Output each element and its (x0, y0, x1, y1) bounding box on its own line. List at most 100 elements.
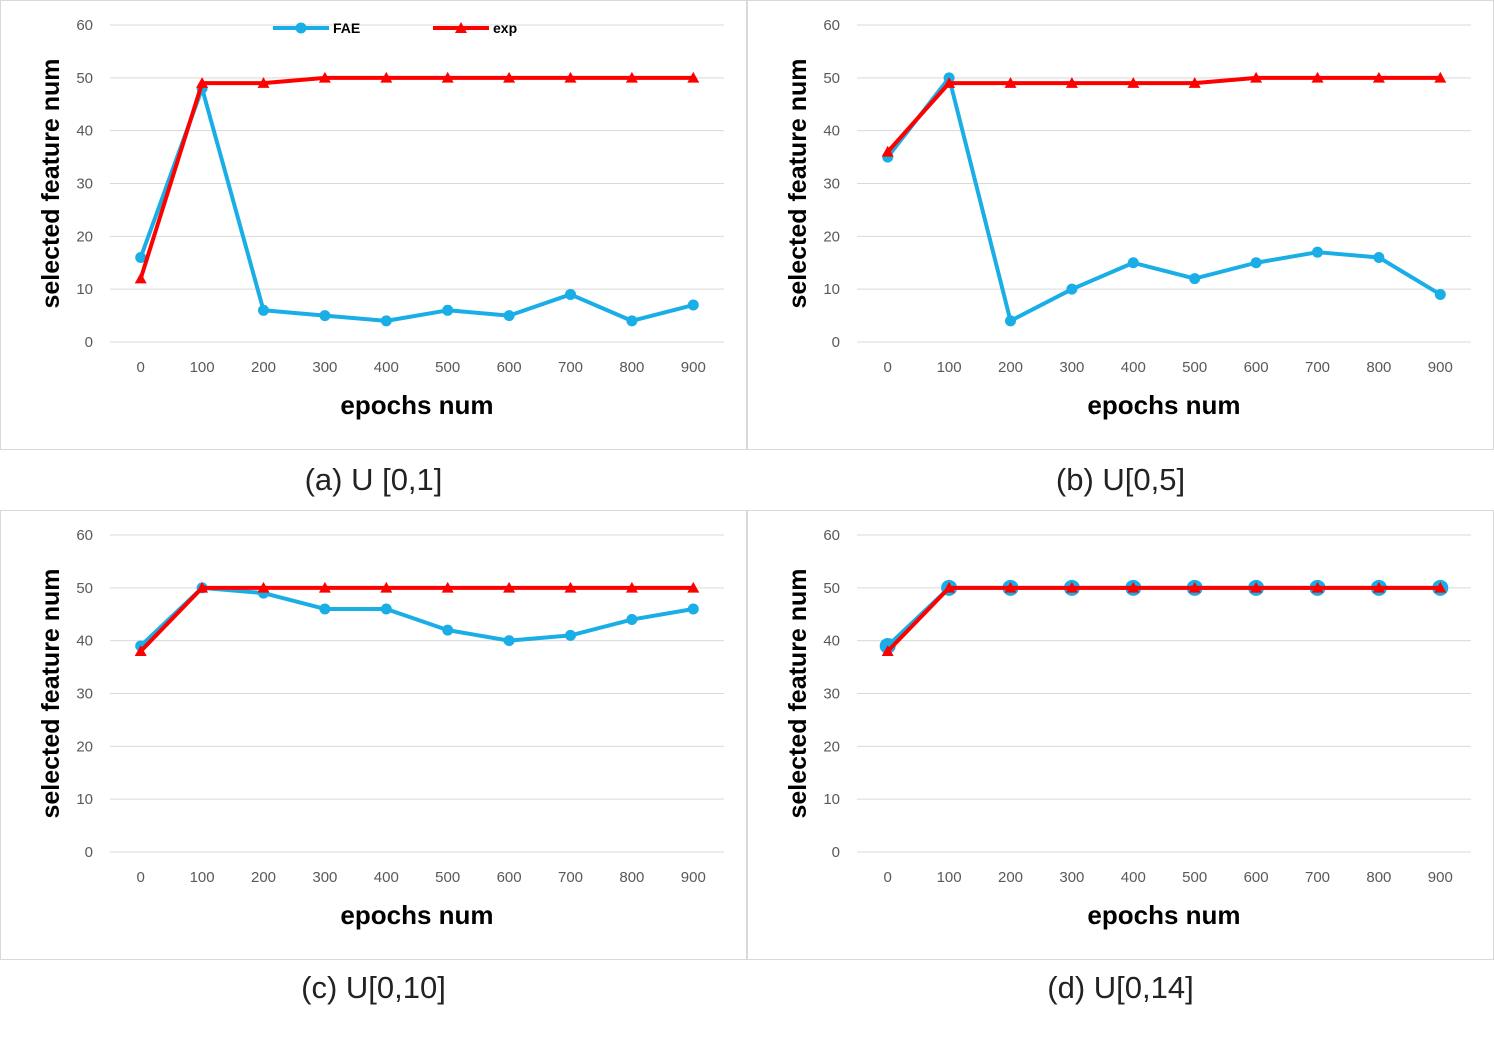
y-tick-label: 40 (76, 123, 93, 140)
x-tick-label: 300 (312, 869, 337, 886)
y-tick-label: 0 (832, 334, 840, 351)
legend-label-exp: exp (493, 20, 517, 36)
chart-panel-b: 0 10 20 30 40 50 60 0 100 200 300 400 500 600 700 800 90… (747, 0, 1494, 450)
data-point-exp (564, 71, 577, 83)
data-point-fae (565, 629, 576, 641)
data-point-exp (1188, 77, 1201, 88)
x-axis-title: epochs num (1087, 390, 1240, 420)
data-point-exp (1372, 581, 1385, 593)
data-point-exp (1065, 77, 1078, 88)
series-line-exp (885, 75, 1443, 154)
data-point-fae (503, 635, 515, 647)
y-tick-label: 40 (823, 633, 840, 650)
x-axis-title: epochs num (340, 390, 493, 420)
x-tick-label: 200 (251, 359, 276, 376)
x-tick-label: 0 (884, 869, 892, 886)
data-point-fae (258, 304, 269, 316)
x-tick-label: 600 (497, 869, 522, 886)
data-point-fae (442, 304, 454, 316)
data-point-fae (319, 310, 331, 322)
x-tick-label: 600 (1244, 869, 1269, 886)
data-point-exp (1188, 581, 1201, 593)
data-point-exp (503, 71, 516, 83)
series-line-fae (138, 585, 696, 648)
legend-label-fae: FAE (333, 20, 360, 36)
series-line-fae (885, 75, 1443, 323)
data-point-fae (1189, 273, 1201, 285)
x-tick-label: 800 (619, 869, 644, 886)
x-tick-label: 300 (312, 359, 337, 376)
x-tick-label: 400 (374, 359, 399, 376)
x-tick-label: 900 (1428, 359, 1453, 376)
y-tick-label: 30 (823, 176, 840, 193)
y-tick-label: 50 (823, 70, 840, 87)
data-point-exp (257, 581, 270, 593)
y-tick-label: 40 (76, 633, 93, 650)
data-point-exp (1372, 71, 1385, 83)
data-point-fae (565, 288, 576, 300)
data-point-fae (135, 251, 147, 263)
x-tick-label: 600 (497, 359, 522, 376)
data-point-fae (626, 315, 638, 327)
y-tick-label: 20 (823, 738, 840, 755)
data-point-exp (318, 71, 331, 83)
data-point-exp (564, 581, 577, 593)
data-point-exp (687, 581, 700, 593)
caption-c: (c) U[0,10] (301, 970, 446, 1005)
y-tick-label: 10 (76, 791, 93, 808)
y-axis-title: selected feature num (784, 58, 812, 308)
x-tick-label: 200 (998, 359, 1023, 376)
data-point-fae (1373, 251, 1385, 263)
y-tick-label: 10 (823, 281, 840, 298)
x-tick-label: 500 (1182, 869, 1207, 886)
y-tick-label: 0 (85, 844, 93, 861)
data-point-exp (1434, 71, 1447, 83)
data-point-exp (1311, 581, 1324, 593)
y-tick-label: 0 (832, 844, 840, 861)
series-line-exp (885, 585, 1443, 654)
y-tick-label: 50 (76, 580, 93, 597)
x-tick-label: 500 (435, 359, 460, 376)
y-tick-label: 50 (823, 580, 840, 597)
data-point-exp (943, 581, 956, 593)
x-tick-label: 400 (1121, 359, 1146, 376)
y-tick-label: 20 (76, 738, 93, 755)
x-tick-label: 100 (190, 869, 215, 886)
series-line-fae (138, 86, 696, 323)
y-tick-label: 10 (823, 791, 840, 808)
data-point-exp (1311, 71, 1324, 83)
data-point-fae (1127, 257, 1139, 269)
data-point-exp (1004, 581, 1017, 593)
x-tick-label: 600 (1244, 359, 1269, 376)
x-tick-label: 400 (374, 869, 399, 886)
x-tick-label: 0 (137, 869, 145, 886)
data-point-exp (943, 77, 956, 88)
x-tick-label: 800 (1366, 869, 1391, 886)
x-tick-label: 100 (937, 869, 962, 886)
data-point-fae (1066, 283, 1078, 295)
caption-a: (a) U [0,1] (304, 462, 443, 497)
y-tick-label: 60 (76, 17, 93, 34)
data-point-exp (380, 71, 393, 83)
data-point-exp (1065, 581, 1078, 593)
x-tick-label: 900 (1428, 869, 1453, 886)
data-point-fae (626, 614, 638, 626)
chart-panel-c: 0 10 20 30 40 50 60 0 100 200 300 400 500 600 700 800 90… (0, 510, 747, 960)
data-point-exp (257, 77, 270, 88)
x-tick-label: 400 (1121, 869, 1146, 886)
x-tick-label: 100 (937, 359, 962, 376)
y-tick-label: 30 (76, 176, 93, 193)
data-point-fae (1434, 288, 1446, 300)
data-point-exp (1004, 77, 1017, 88)
y-tick-label: 50 (76, 70, 93, 87)
data-point-exp (1127, 581, 1140, 593)
x-tick-label: 700 (1305, 869, 1330, 886)
x-tick-label: 200 (998, 869, 1023, 886)
x-axis-title: epochs num (1087, 900, 1240, 930)
y-tick-label: 60 (823, 527, 840, 544)
y-axis-title: selected feature num (784, 568, 812, 818)
y-tick-label: 20 (76, 228, 93, 245)
data-point-exp (380, 581, 393, 593)
